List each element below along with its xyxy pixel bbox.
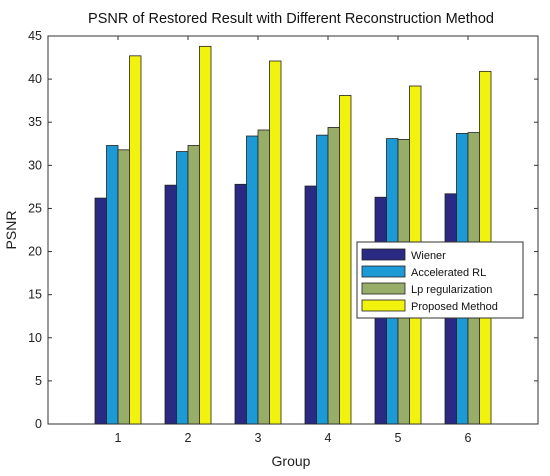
bar-wiener-group-2 (164, 184, 177, 425)
y-tick-label: 30 (28, 158, 42, 172)
bar-lp-regularization-group-4 (327, 126, 340, 425)
y-tick-label: 40 (28, 72, 42, 86)
y-tick-label: 10 (28, 331, 42, 345)
bar-proposed-method-group-1 (129, 55, 142, 425)
x-tick-label: 1 (115, 431, 122, 445)
x-tick-label: 5 (395, 431, 402, 445)
bar-accelerated-rl-group-1 (106, 145, 119, 425)
x-tick-label: 6 (465, 431, 472, 445)
bar-wiener-group-1 (94, 197, 107, 425)
y-axis-label: PSNR (3, 211, 19, 250)
x-tick-label: 4 (325, 431, 332, 445)
legend-label: Wiener (411, 250, 446, 262)
bar-lp-regularization-group-2 (187, 145, 200, 425)
y-axis: 0 5 10 15 20 25 30 35 40 45 (28, 29, 538, 431)
y-tick-label: 15 (28, 288, 42, 302)
y-tick-label: 0 (35, 417, 42, 431)
x-axis: 1 2 3 4 5 6 (115, 36, 472, 445)
bar-proposed-method-group-2 (199, 45, 212, 425)
legend-label: Proposed Method (411, 301, 498, 313)
bar-accelerated-rl-group-4 (316, 134, 329, 425)
x-axis-label: Group (272, 453, 311, 469)
legend-label: Lp regularization (411, 284, 492, 296)
x-tick-label: 3 (255, 431, 262, 445)
bar-wiener-group-4 (304, 185, 317, 425)
bar-lp-regularization-group-3 (257, 129, 270, 425)
bar-lp-regularization-group-1 (117, 149, 130, 425)
legend-label: Accelerated RL (411, 267, 486, 279)
bar-accelerated-rl-group-3 (246, 135, 259, 425)
y-tick-label: 25 (28, 201, 42, 215)
legend-swatch (361, 265, 406, 278)
bar-wiener-group-3 (234, 183, 247, 425)
y-tick-label: 45 (28, 29, 42, 43)
y-tick-label: 20 (28, 245, 42, 259)
chart-title: PSNR of Restored Result with Different R… (88, 11, 494, 27)
legend: Wiener Accelerated RL Lp regularization Pro… (356, 241, 524, 319)
bar-proposed-method-group-3 (269, 60, 282, 425)
legend-swatch (361, 282, 406, 295)
legend-swatch (361, 299, 406, 312)
legend-swatch (361, 248, 406, 261)
x-tick-label: 2 (185, 431, 192, 445)
y-tick-label: 35 (28, 115, 42, 129)
y-tick-label: 5 (35, 374, 42, 388)
bar-accelerated-rl-group-2 (176, 151, 189, 425)
bar-proposed-method-group-4 (339, 95, 352, 425)
